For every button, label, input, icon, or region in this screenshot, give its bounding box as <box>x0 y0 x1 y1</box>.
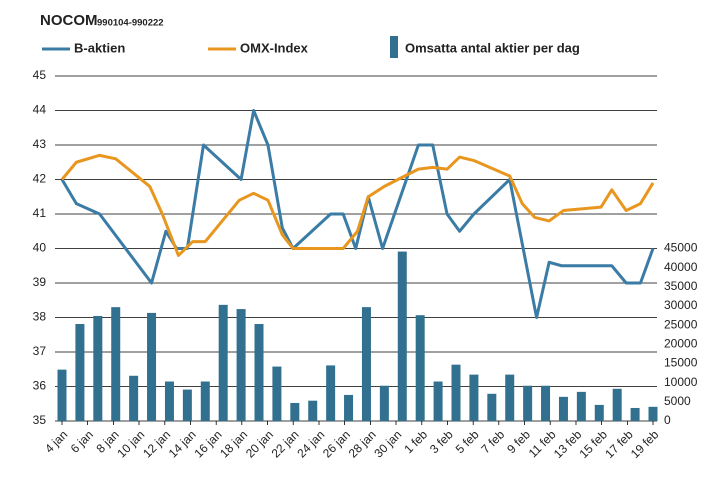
y2-tick-label: 35000 <box>664 279 698 293</box>
x-tick-label: 15 feb <box>576 427 610 461</box>
bar <box>576 391 586 421</box>
x-tick-label: 22 jan <box>269 427 302 460</box>
bar <box>236 309 246 421</box>
bar <box>93 315 103 421</box>
legend-swatch <box>390 36 398 58</box>
x-tick-label: 28 jan <box>346 427 379 460</box>
bar <box>594 404 604 421</box>
x-tick-label: 6 jan <box>68 427 96 455</box>
bar <box>558 396 568 421</box>
y-tick-label: 45 <box>33 68 47 82</box>
chart-title: NOCOM <box>40 12 98 29</box>
y-tick-label: 44 <box>33 103 47 117</box>
bar <box>200 381 210 421</box>
bar <box>469 374 479 421</box>
y2-tick-label: 30000 <box>664 298 698 312</box>
bar <box>129 375 139 421</box>
x-tick-label: 5 feb <box>453 427 482 456</box>
bar <box>648 406 658 421</box>
y-tick-label: 37 <box>33 344 47 358</box>
x-tick-label: 16 jan <box>192 427 225 460</box>
y-tick-label: 43 <box>33 137 47 151</box>
x-tick-label: 26 jan <box>320 427 353 460</box>
x-tick-label: 12 jan <box>140 427 173 460</box>
bar <box>612 388 622 421</box>
bar <box>451 364 461 421</box>
bar <box>361 307 371 421</box>
bar <box>630 407 640 421</box>
bar <box>397 251 407 421</box>
y-tick-label: 36 <box>33 379 47 393</box>
y2-tick-label: 20000 <box>664 337 698 351</box>
y-tick-label: 42 <box>33 172 47 186</box>
x-tick-label: 14 jan <box>166 427 199 460</box>
line <box>60 153 655 257</box>
chart-subtitle: 990104-990222 <box>97 18 164 29</box>
y2-tick-label: 15000 <box>664 356 698 370</box>
bar <box>523 385 533 421</box>
y2-tick-label: 10000 <box>664 375 698 389</box>
legend-label: OMX-Index <box>240 40 309 55</box>
x-tick-label: 13 feb <box>551 427 585 461</box>
bar <box>111 307 121 421</box>
bar <box>415 315 425 421</box>
legend-label: Omsatta antal aktier per dag <box>405 40 580 55</box>
x-tick-label: 10 jan <box>114 427 147 460</box>
bar <box>487 393 497 421</box>
bar <box>147 312 157 421</box>
y2-tick-label: 45000 <box>664 241 698 255</box>
bar <box>433 381 443 421</box>
bar <box>254 324 264 421</box>
legend-label: B-aktien <box>74 40 125 55</box>
y-tick-label: 40 <box>33 241 47 255</box>
x-tick-label: 19 feb <box>628 427 662 461</box>
x-tick-label: 1 feb <box>401 427 430 456</box>
y-tick-label: 41 <box>33 206 47 220</box>
bar <box>182 389 192 421</box>
y2-tick-label: 5000 <box>664 394 691 408</box>
bar <box>290 402 300 421</box>
bar <box>218 304 228 421</box>
y-tick-label: 39 <box>33 275 47 289</box>
y-tick-label: 38 <box>33 310 47 324</box>
x-tick-label: 4 jan <box>42 427 70 455</box>
bar <box>75 324 85 421</box>
x-tick-label: 17 feb <box>602 427 636 461</box>
bar <box>505 374 515 421</box>
bar <box>541 385 551 421</box>
x-tick-label: 24 jan <box>294 427 327 460</box>
bar <box>308 400 318 421</box>
bar <box>272 366 282 421</box>
bar <box>326 365 336 421</box>
bar <box>164 381 174 421</box>
x-tick-label: 18 jan <box>217 427 250 460</box>
x-tick-label: 3 feb <box>427 427 456 456</box>
x-tick-label: 30 jan <box>371 427 404 460</box>
x-tick-label: 7 feb <box>478 427 507 456</box>
y2-tick-label: 0 <box>664 413 671 427</box>
bar <box>57 369 67 421</box>
y2-tick-label: 25000 <box>664 317 698 331</box>
y-tick-label: 35 <box>33 413 47 427</box>
bar <box>379 385 389 421</box>
bar <box>344 394 354 421</box>
x-tick-label: 20 jan <box>243 427 276 460</box>
y2-tick-label: 40000 <box>664 260 698 274</box>
